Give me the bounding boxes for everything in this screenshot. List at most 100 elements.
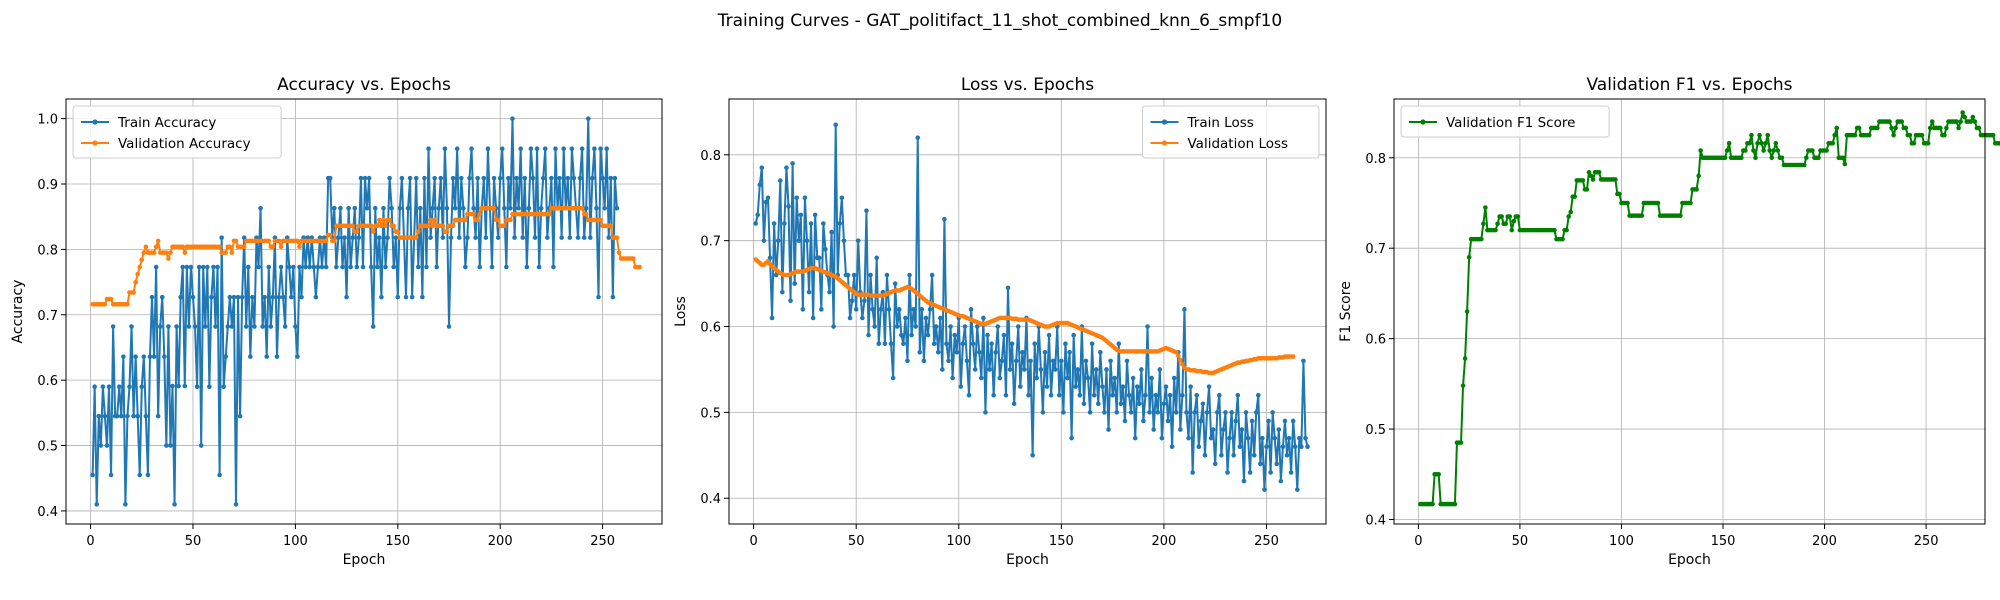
y-tick-label: 0.6 <box>37 374 58 389</box>
data-point <box>202 324 208 329</box>
data-point <box>1153 392 1159 398</box>
data-point <box>104 443 110 448</box>
data-point <box>610 294 616 300</box>
data-point <box>851 272 857 278</box>
data-point <box>792 281 797 286</box>
data-point <box>1048 392 1054 398</box>
y-tick-label: 0.7 <box>1365 242 1386 257</box>
data-point <box>227 294 233 300</box>
data-point <box>270 244 276 250</box>
data-point <box>155 238 161 244</box>
legend-label: Train Loss <box>1187 115 1254 131</box>
data-point <box>1118 401 1124 407</box>
x-tick-label: 250 <box>1254 534 1279 549</box>
x-tick-label: 150 <box>1049 534 1074 549</box>
data-point <box>1276 427 1282 432</box>
x-tick-label: 200 <box>1812 534 1837 549</box>
data-point <box>788 298 793 304</box>
data-point <box>504 264 509 270</box>
data-point <box>995 324 1001 329</box>
data-point <box>845 272 851 278</box>
data-point <box>1173 349 1179 355</box>
data-point <box>1026 392 1031 398</box>
chart-panel-2: 0 50 100 150 200 250 0.4 0.5 0.6 0.7 0.8 Loss vs. E… <box>673 75 1327 568</box>
data-point <box>151 250 157 255</box>
data-point <box>303 264 308 270</box>
data-point <box>1765 132 1770 138</box>
data-point <box>184 264 190 270</box>
data-point <box>385 235 390 240</box>
data-point <box>215 264 220 270</box>
legend: Validation F1 Score <box>1400 105 1610 138</box>
data-point <box>1944 125 1949 131</box>
data-point <box>864 208 869 213</box>
data-point <box>837 221 843 226</box>
data-point <box>1100 384 1105 389</box>
data-point <box>127 384 132 389</box>
data-point <box>958 384 964 389</box>
y-tick-label: 0.8 <box>700 149 721 164</box>
data-point <box>178 294 183 300</box>
chart-panel-3: 0 50 100 150 200 250 0.4 0.5 0.6 0.7 0.8 Validation… <box>1338 75 2000 568</box>
data-point <box>901 341 906 347</box>
data-point <box>1481 221 1486 227</box>
data-point <box>250 294 255 300</box>
data-point <box>444 205 450 211</box>
data-point <box>1237 444 1243 450</box>
data-point <box>1268 470 1273 475</box>
data-point <box>1258 461 1263 467</box>
data-point <box>1260 435 1265 441</box>
data-point <box>913 324 918 329</box>
data-point <box>1960 110 1965 115</box>
data-point <box>458 175 464 181</box>
data-point <box>399 175 405 181</box>
data-point <box>110 324 116 329</box>
data-point <box>1832 132 1838 138</box>
data-point <box>143 244 149 250</box>
data-point <box>119 413 124 419</box>
data-point <box>1206 384 1212 389</box>
data-point <box>352 205 358 211</box>
data-point <box>1251 453 1257 458</box>
legend: Train Loss Validation Loss <box>1142 105 1320 159</box>
legend-box <box>1400 105 1610 138</box>
data-point <box>804 238 810 243</box>
data-point <box>368 223 374 229</box>
data-point <box>1081 401 1087 407</box>
data-point <box>974 324 980 329</box>
data-point <box>1968 119 1974 124</box>
data-point <box>833 122 838 128</box>
data-point <box>606 235 612 240</box>
y-tick-label: 0.6 <box>700 321 721 336</box>
data-point <box>1856 125 1862 131</box>
data-point <box>952 332 957 338</box>
data-point <box>168 443 173 448</box>
data-point <box>831 324 836 329</box>
data-point <box>297 264 302 270</box>
data-point <box>450 223 456 229</box>
data-point <box>1509 227 1515 233</box>
data-point <box>816 255 822 261</box>
data-point <box>637 264 642 270</box>
data-point <box>1005 285 1011 291</box>
data-point <box>905 358 910 364</box>
x-tick-label: 150 <box>385 534 410 549</box>
series-1 <box>1418 110 2000 507</box>
data-point <box>350 235 356 240</box>
y-tick-label: 0.5 <box>700 406 721 421</box>
data-point <box>233 238 239 244</box>
data-point <box>372 205 378 211</box>
data-point <box>350 223 356 229</box>
axes-frame <box>728 98 1327 525</box>
data-point <box>532 235 538 240</box>
axes-title: Loss vs. Epochs <box>961 75 1094 95</box>
data-point <box>1175 353 1181 359</box>
x-tick-label: 100 <box>946 534 971 549</box>
data-point <box>612 175 618 181</box>
data-point <box>295 354 300 359</box>
data-point <box>899 332 904 338</box>
data-point <box>534 146 540 151</box>
data-point <box>1726 141 1732 146</box>
data-point <box>847 315 853 321</box>
x-axis-label: Epoch <box>1668 552 1711 568</box>
